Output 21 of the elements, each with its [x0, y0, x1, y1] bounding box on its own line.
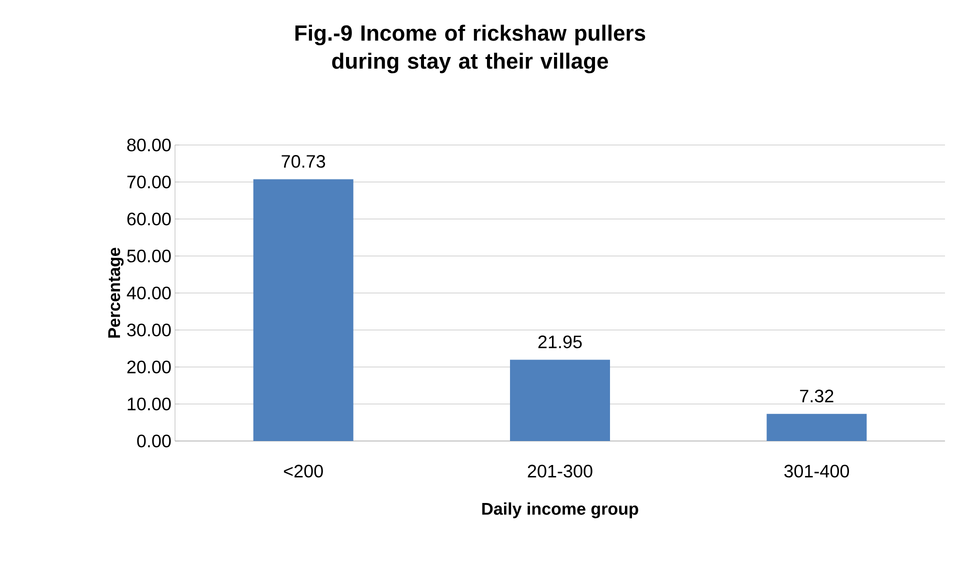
x-tick-label: 201-300 [528, 464, 592, 478]
data-label: 21.95 [538, 336, 582, 348]
data-label: 70.73 [282, 155, 326, 168]
y-tick-label: 70.00 [127, 176, 171, 188]
y-tick-label: 50.00 [127, 250, 171, 262]
x-tick-label: <200 [284, 464, 323, 478]
x-axis-title: Daily income group [482, 502, 638, 518]
y-tick-label: 40.00 [126, 286, 171, 300]
chart-title: Fig.-9 Income of rickshaw pullers during stay at their village [295, 24, 646, 74]
x-tick-label: 301-400 [784, 464, 849, 478]
bar [766, 414, 867, 441]
y-tick-label: 60.00 [127, 212, 171, 226]
bar [510, 360, 610, 441]
y-tick-label: 0.00 [137, 434, 171, 448]
y-tick-label: 20.00 [127, 360, 171, 374]
y-tick-label: 80.00 [127, 138, 171, 152]
data-label: 7.32 [800, 390, 834, 402]
bar [253, 179, 354, 441]
y-tick-label: 30.00 [127, 324, 171, 336]
y-axis-title: Percentage [108, 248, 124, 338]
y-tick-label: 10.00 [128, 398, 171, 410]
